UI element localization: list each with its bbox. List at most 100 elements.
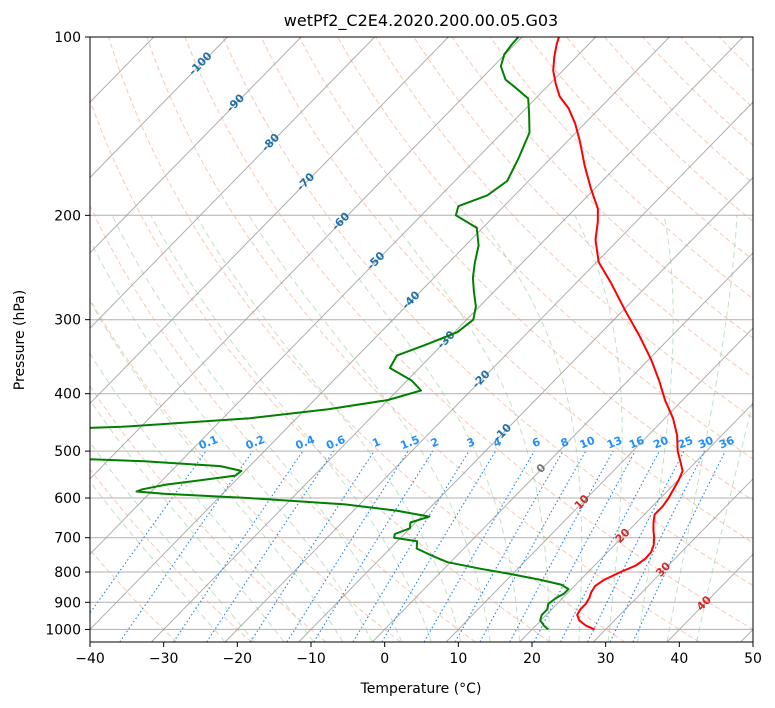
isotherm xyxy=(90,37,670,631)
isotherm xyxy=(90,37,523,480)
dewpoint-profile xyxy=(90,37,570,631)
mixing-ratio-line xyxy=(173,450,304,642)
x-tick-label: 30 xyxy=(597,651,615,667)
y-tick-label: 600 xyxy=(54,491,81,507)
dry-adiabat xyxy=(90,298,401,642)
moist-adiabat xyxy=(666,215,738,642)
moist-adiabat xyxy=(111,215,403,642)
dry-adiabat xyxy=(90,98,551,642)
isotherm xyxy=(224,101,753,642)
mixing-ratio-label: 36 xyxy=(717,434,736,452)
mixing-ratio-line xyxy=(479,450,587,642)
mixing-ratio-line xyxy=(313,450,434,642)
moist-adiabat xyxy=(90,398,285,642)
y-axis-ticks: 100 200 300 400 500 600 700 800 900 1000 xyxy=(45,30,90,638)
mixing-ratio-line xyxy=(632,450,726,642)
sounding-profiles xyxy=(90,37,684,631)
dry-adiabat xyxy=(90,204,476,642)
mixing-ratio-label: 20 xyxy=(651,434,670,452)
moist-adiabat xyxy=(90,239,373,642)
x-tick-label: 20 xyxy=(523,651,541,667)
dry-adiabat xyxy=(222,37,753,587)
dry-adiabat xyxy=(298,37,753,502)
x-tick-label: 0 xyxy=(380,651,389,667)
mixing-ratio-label: 2 xyxy=(429,435,441,450)
moist-adiabat xyxy=(90,300,344,642)
chart-title: wetPf2_C2E4.2020.200.00.05.G03 xyxy=(284,11,558,31)
mixing-ratio-label: 25 xyxy=(676,434,695,452)
moist-adiabats xyxy=(90,215,753,642)
y-tick-label: 500 xyxy=(54,444,81,460)
mixing-ratio-label: 1 xyxy=(370,435,382,450)
plot-frame xyxy=(89,36,754,643)
y-tick-label: 200 xyxy=(54,208,81,224)
mixing-ratio-line xyxy=(352,450,470,642)
x-tick-label: 50 xyxy=(744,651,762,667)
dry-adiabat xyxy=(642,37,753,146)
isotherm xyxy=(90,37,597,555)
x-tick-label: −10 xyxy=(296,651,326,667)
x-tick-label: 40 xyxy=(670,651,688,667)
moist-adiabat xyxy=(90,441,255,642)
mixing-ratio-line xyxy=(609,450,706,642)
y-tick-label: 800 xyxy=(54,565,81,581)
dry-adiabat xyxy=(413,37,753,379)
isotherm xyxy=(298,176,753,642)
y-axis-label: Pressure (hPa) xyxy=(12,290,28,390)
dry-adiabat xyxy=(604,37,753,184)
x-tick-label: −40 xyxy=(75,651,105,667)
x-axis-label: Temperature (°C) xyxy=(360,681,482,697)
mixing-ratio-label: 16 xyxy=(627,434,646,452)
isotherm xyxy=(151,37,744,642)
dry-adiabat xyxy=(451,37,753,339)
mixing-ratio-line xyxy=(286,450,409,642)
dry-adiabat xyxy=(108,37,625,642)
x-tick-label: 10 xyxy=(449,651,467,667)
moist-adiabat xyxy=(311,215,521,642)
dry-adiabat xyxy=(260,37,753,544)
moist-adiabat xyxy=(574,215,623,642)
mixing-ratio-label: 13 xyxy=(605,434,624,452)
y-tick-label: 300 xyxy=(54,313,81,329)
y-tick-label: 100 xyxy=(54,30,81,46)
x-tick-label: −30 xyxy=(149,651,179,667)
dry-adiabat xyxy=(375,37,753,419)
moist-adiabat xyxy=(637,215,674,642)
mixing-ratio-line xyxy=(423,450,535,642)
isotherm xyxy=(372,252,753,642)
y-tick-label: 400 xyxy=(54,387,81,403)
isotherm xyxy=(90,37,376,329)
isotherm xyxy=(90,37,228,179)
moist-adiabat xyxy=(150,215,432,642)
moist-adiabat xyxy=(90,352,314,642)
y-tick-label: 1000 xyxy=(45,622,81,638)
dry-adiabat xyxy=(146,37,700,642)
x-tick-label: −20 xyxy=(223,651,253,667)
moist-adiabat xyxy=(248,215,491,642)
mixing-ratio-line xyxy=(509,450,614,642)
temperature-profile xyxy=(552,37,684,631)
mixing-ratio-label: 3 xyxy=(465,435,477,450)
isotherm xyxy=(90,37,449,405)
dry-adiabats xyxy=(90,37,753,642)
x-axis-ticks: −40 −30 −20 −10 0 10 20 30 40 50 xyxy=(75,642,762,667)
dry-adiabat xyxy=(90,385,327,642)
isotherm xyxy=(90,37,302,254)
isotherm xyxy=(519,402,753,642)
moist-adiabat xyxy=(387,215,550,642)
mixing-ratio-line xyxy=(381,450,497,642)
mixing-ratio-label: 8 xyxy=(559,435,571,450)
mixing-ratio-lines xyxy=(90,450,726,642)
dry-adiabat xyxy=(184,37,753,631)
moist-adiabat xyxy=(477,215,583,642)
mixing-ratio-line xyxy=(250,450,375,642)
isotherm xyxy=(593,478,753,642)
y-tick-label: 700 xyxy=(54,531,81,547)
mixing-ratio-label: 10 xyxy=(578,434,597,452)
moist-adiabat xyxy=(195,215,462,642)
y-tick-label: 900 xyxy=(54,595,81,611)
mixing-ratio-line xyxy=(454,450,564,642)
dry-adiabat xyxy=(527,37,753,261)
isotherm xyxy=(445,327,753,642)
